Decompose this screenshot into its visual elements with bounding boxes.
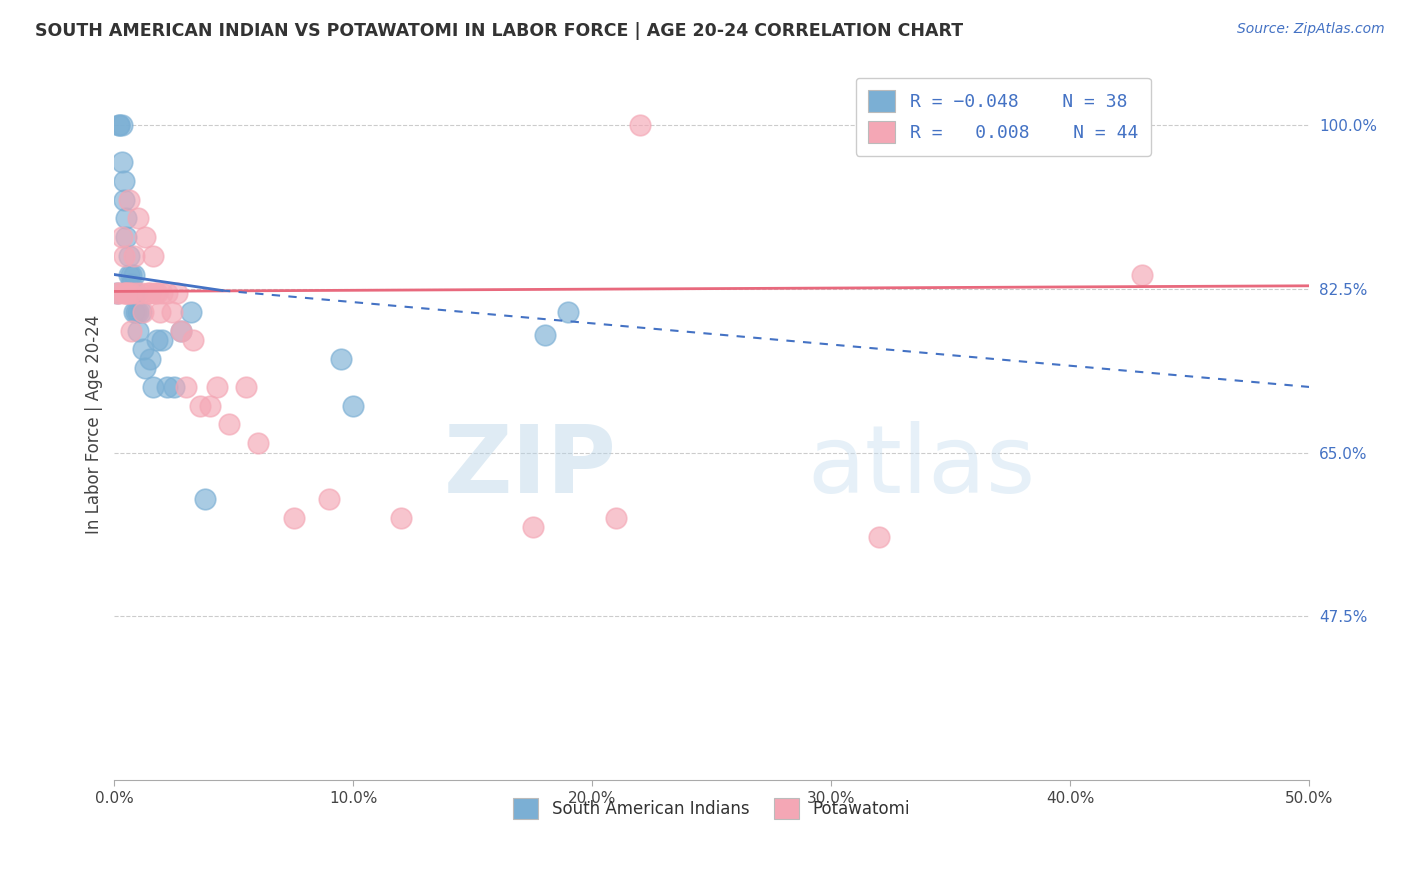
Point — [112, 193, 135, 207]
Point — [108, 286, 131, 301]
Point — [166, 286, 188, 301]
Point — [180, 305, 202, 319]
Point — [125, 286, 148, 301]
Point — [190, 399, 212, 413]
Point — [330, 351, 353, 366]
Point — [129, 286, 152, 301]
Point — [120, 324, 142, 338]
Point — [198, 399, 221, 413]
Point — [115, 286, 138, 301]
Point — [136, 286, 159, 301]
Point — [628, 118, 651, 132]
Point — [194, 492, 217, 507]
Point — [118, 286, 141, 301]
Point — [129, 305, 152, 319]
Point — [118, 268, 141, 282]
Text: Source: ZipAtlas.com: Source: ZipAtlas.com — [1237, 22, 1385, 37]
Point — [868, 530, 890, 544]
Point — [120, 268, 142, 282]
Point — [127, 324, 149, 338]
Text: atlas: atlas — [807, 421, 1036, 513]
Point — [218, 417, 240, 432]
Legend: South American Indians, Potawatomi: South American Indians, Potawatomi — [506, 792, 917, 825]
Point — [122, 286, 145, 301]
Point — [557, 305, 579, 319]
Point — [110, 155, 132, 169]
Point — [235, 380, 257, 394]
Point — [163, 380, 186, 394]
Point — [160, 305, 183, 319]
Point — [1130, 268, 1153, 282]
Point — [134, 361, 156, 376]
Point — [170, 324, 193, 338]
Point — [132, 343, 155, 357]
Point — [110, 118, 132, 132]
Point — [127, 211, 149, 226]
Point — [181, 333, 204, 347]
Point — [125, 305, 148, 319]
Point — [132, 305, 155, 319]
Point — [120, 277, 142, 291]
Y-axis label: In Labor Force | Age 20-24: In Labor Force | Age 20-24 — [86, 315, 103, 534]
Point — [108, 118, 131, 132]
Point — [120, 286, 142, 301]
Point — [156, 286, 179, 301]
Point — [605, 511, 627, 525]
Point — [174, 380, 197, 394]
Point — [134, 230, 156, 244]
Point — [142, 249, 165, 263]
Point — [115, 230, 138, 244]
Point — [120, 286, 142, 301]
Point — [115, 211, 138, 226]
Point — [108, 118, 131, 132]
Point — [115, 286, 138, 301]
Point — [150, 286, 173, 301]
Point — [142, 380, 165, 394]
Point — [146, 286, 169, 301]
Point — [105, 286, 128, 301]
Point — [118, 193, 141, 207]
Point — [389, 511, 412, 525]
Point — [150, 333, 173, 347]
Point — [139, 351, 162, 366]
Point — [143, 286, 166, 301]
Point — [110, 230, 132, 244]
Text: ZIP: ZIP — [443, 421, 616, 513]
Point — [112, 174, 135, 188]
Text: SOUTH AMERICAN INDIAN VS POTAWATOMI IN LABOR FORCE | AGE 20-24 CORRELATION CHART: SOUTH AMERICAN INDIAN VS POTAWATOMI IN L… — [35, 22, 963, 40]
Point — [283, 511, 305, 525]
Point — [122, 268, 145, 282]
Point — [122, 249, 145, 263]
Point — [342, 399, 364, 413]
Point — [522, 520, 544, 534]
Point — [127, 305, 149, 319]
Point — [112, 249, 135, 263]
Point — [149, 305, 172, 319]
Point — [139, 286, 162, 301]
Point — [105, 286, 128, 301]
Point — [146, 333, 169, 347]
Point — [533, 328, 555, 343]
Point — [125, 286, 148, 301]
Point — [118, 249, 141, 263]
Point — [156, 380, 179, 394]
Point — [205, 380, 228, 394]
Point — [118, 286, 141, 301]
Point — [170, 324, 193, 338]
Point — [246, 436, 269, 450]
Point — [122, 305, 145, 319]
Point — [318, 492, 340, 507]
Point — [112, 286, 135, 301]
